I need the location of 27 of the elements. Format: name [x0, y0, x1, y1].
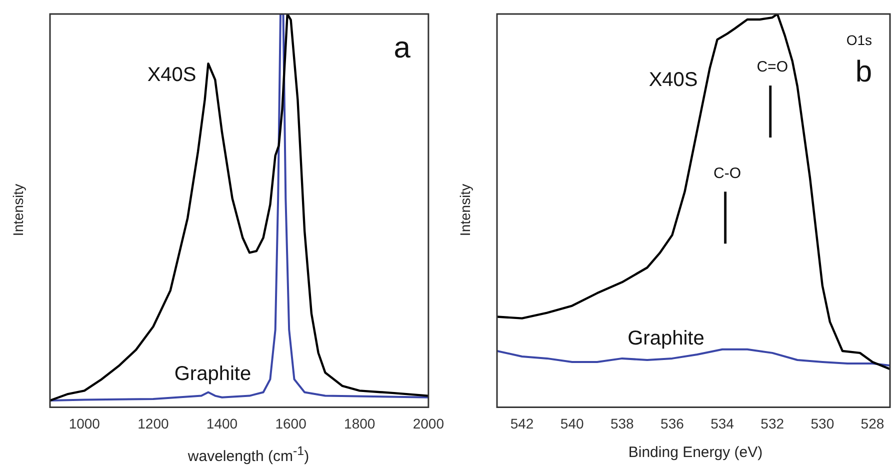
annotation: O1s	[846, 32, 872, 48]
annotation: a	[394, 31, 411, 64]
series-label: Graphite	[174, 363, 252, 386]
x-tick-label: 532	[760, 415, 784, 432]
x-tick-label: 1400	[206, 415, 238, 432]
annotation: b	[855, 55, 872, 88]
x-tick-label: 536	[660, 415, 684, 432]
series-label: X40S	[147, 64, 196, 86]
annotation: C=O	[756, 58, 788, 76]
x-tick-label: 542	[510, 415, 534, 432]
x-axis-title: wavelength (cm$^{-1}$)	[186, 444, 310, 465]
y-axis-title: Intensity	[457, 184, 473, 236]
x-tick-label: 528	[860, 415, 884, 432]
x-tick-label: 534	[710, 415, 734, 432]
x-axis-title: Binding Energy (eV)	[627, 444, 764, 461]
series-label: Graphite	[628, 327, 704, 350]
x-tick-label: 538	[610, 415, 634, 432]
x-tick-label: 1800	[344, 415, 376, 432]
series-label: X40S	[648, 68, 698, 91]
x-tick-label: 1600	[275, 415, 307, 432]
x-tick-label: 540	[560, 415, 584, 432]
annotation: C-O	[714, 164, 742, 182]
x-tick-label: 2000	[412, 415, 444, 432]
x-tick-label: 1000	[68, 415, 100, 432]
x-tick-label: 530	[810, 415, 834, 432]
x-tick-label: 1200	[138, 415, 169, 432]
y-axis-title: Intensity	[10, 184, 26, 236]
